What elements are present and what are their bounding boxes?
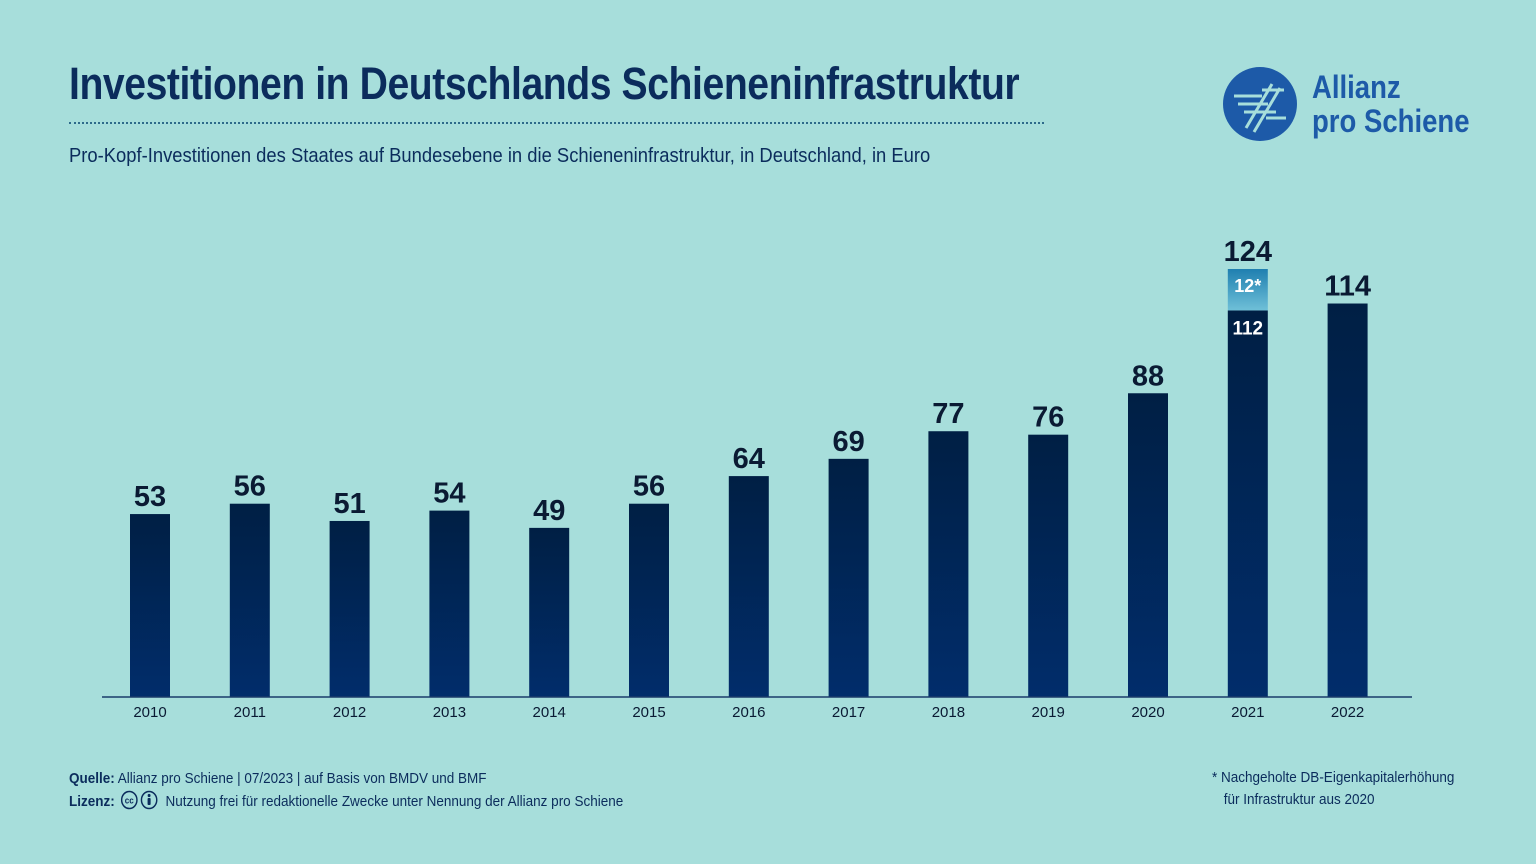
title-divider: [69, 122, 1044, 124]
source-text: Allianz pro Schiene | 07/2023 | auf Basi…: [117, 770, 487, 787]
value-label-2016: 64: [733, 443, 765, 475]
x-tick-label-2014: 2014: [533, 704, 566, 721]
logo-line-2: pro Schiene: [1312, 103, 1470, 139]
license-text: Nutzung frei für redaktionelle Zwecke un…: [165, 793, 624, 810]
x-tick-label-2013: 2013: [433, 704, 466, 721]
logo-line-1: Allianz: [1312, 69, 1401, 105]
logo-mark-icon: [1223, 67, 1297, 141]
footer-source-license: Quelle: Allianz pro Schiene | 07/2023 | …: [69, 768, 623, 813]
x-tick-label-2010: 2010: [133, 704, 166, 721]
chart-subtitle: Pro-Kopf-Investitionen des Staates auf B…: [69, 145, 931, 167]
source-label: Quelle:: [69, 770, 115, 787]
value-label-2011: 56: [234, 471, 266, 503]
value-label-2019: 76: [1032, 402, 1064, 434]
bar-2021-top: [1227, 269, 1268, 311]
license-line: Lizenz: cc Nutzung frei für redaktionell…: [69, 790, 623, 813]
footnote: * Nachgeholte DB-Eigenkapitalerhöhung fü…: [1212, 767, 1454, 811]
source-line: Quelle: Allianz pro Schiene | 07/2023 | …: [69, 768, 623, 790]
bar-2010: [130, 514, 170, 697]
value-label-2015: 56: [633, 471, 665, 503]
value-label-2017: 69: [832, 426, 864, 458]
chart-title: Investitionen in Deutschlands Schienenin…: [69, 58, 1020, 109]
value-label-2020: 88: [1132, 360, 1164, 392]
license-label: Lizenz:: [69, 793, 115, 810]
footnote-line-2: für Infrastruktur aus 2020: [1223, 791, 1375, 808]
bars-layer: 53 2010 56 2011 51 2012 54 2013 49 2014 56 2015 64 20…: [130, 236, 1371, 721]
x-tick-label-2021: 2021: [1231, 704, 1264, 721]
allianz-pro-schiene-logo: Allianz pro Schiene: [1222, 66, 1472, 142]
x-tick-label-2015: 2015: [632, 704, 665, 721]
bar-2013: [429, 510, 470, 697]
svg-text:cc: cc: [125, 795, 134, 806]
bar-2021-base: [1227, 310, 1268, 697]
value-label-2021: 124: [1224, 236, 1272, 268]
value-label-2022: 114: [1324, 271, 1371, 303]
bar-2011: [229, 503, 270, 697]
bar-2014: [529, 527, 570, 697]
value-label-2010: 53: [134, 481, 166, 513]
bar-label-2021-base: 112: [1232, 318, 1263, 339]
value-label-2013: 54: [433, 478, 465, 510]
bar-label-2021-top: 12*: [1234, 276, 1261, 296]
bar-2012: [329, 520, 370, 697]
bar-2020: [1128, 393, 1168, 697]
creative-commons-icon: cc: [120, 790, 158, 810]
bar-2015: [629, 503, 669, 697]
bar-2018: [928, 431, 969, 697]
value-label-2018: 77: [932, 398, 964, 430]
bar-2022: [1327, 303, 1368, 697]
x-tick-label-2018: 2018: [932, 704, 965, 721]
x-tick-label-2012: 2012: [333, 704, 366, 721]
x-tick-label-2016: 2016: [732, 704, 765, 721]
bar-2017: [828, 458, 869, 697]
x-tick-label-2017: 2017: [832, 704, 865, 721]
x-tick-label-2011: 2011: [234, 704, 266, 721]
bar-2016: [728, 476, 769, 697]
logo-text: Allianz pro Schiene: [1312, 70, 1470, 138]
x-tick-label-2020: 2020: [1131, 704, 1164, 721]
x-tick-label-2022: 2022: [1331, 704, 1364, 721]
value-label-2012: 51: [333, 488, 365, 520]
bar-2019: [1028, 434, 1069, 697]
x-tick-label-2019: 2019: [1032, 704, 1065, 721]
footnote-line-1: * Nachgeholte DB-Eigenkapitalerhöhung: [1212, 769, 1455, 786]
value-label-2014: 49: [533, 495, 565, 527]
